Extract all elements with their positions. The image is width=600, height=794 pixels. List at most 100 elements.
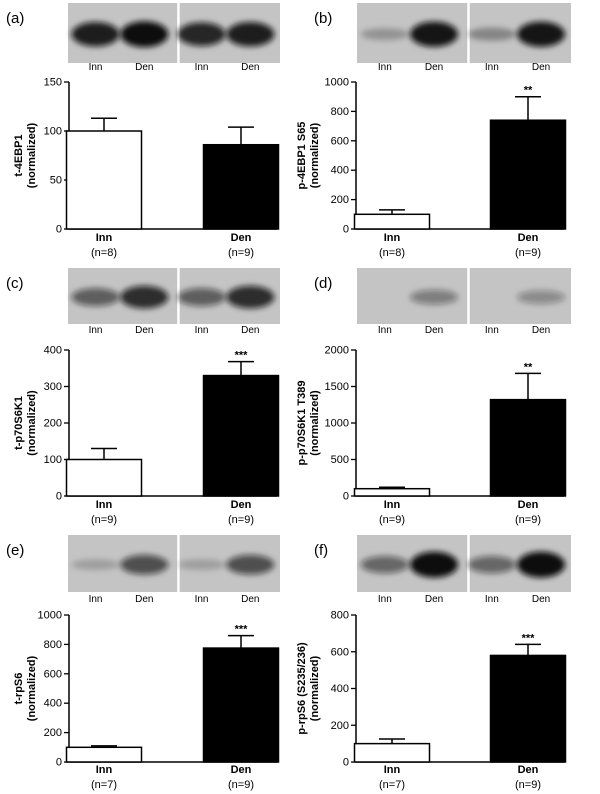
- blot-band: [177, 22, 226, 46]
- blot-band: [120, 21, 169, 48]
- blot-band: [467, 27, 516, 41]
- y-tick-label: 0: [56, 224, 62, 236]
- blot-lane-label: Inn: [195, 594, 209, 605]
- panel-label: (f): [314, 542, 328, 559]
- y-tick-label: 100: [44, 454, 62, 466]
- western-blot: [68, 268, 280, 324]
- x-category-label: Den: [518, 232, 539, 244]
- y-tick-label: 800: [331, 610, 349, 622]
- blot-band: [71, 559, 120, 571]
- y-tick-label: 600: [44, 668, 62, 680]
- sample-size-label: (n=9): [228, 514, 254, 526]
- x-category-label: Inn: [96, 764, 113, 776]
- panel-label: (d): [314, 275, 332, 292]
- sample-size-label: (n=9): [228, 247, 254, 259]
- blot-lane-label: Inn: [485, 62, 499, 73]
- western-blot: [357, 535, 571, 592]
- x-category-label: Den: [518, 764, 539, 776]
- significance-marker: **: [524, 85, 533, 97]
- bar-inn: [353, 742, 431, 763]
- y-tick-label: 0: [343, 224, 349, 236]
- blot-lane-label: Den: [425, 594, 443, 605]
- blot-lane-label: Den: [135, 325, 153, 336]
- sample-size-label: (n=9): [379, 514, 405, 526]
- panel-label: (b): [314, 10, 332, 27]
- blot-divider: [467, 268, 470, 324]
- y-tick-label: 1000: [325, 77, 349, 89]
- y-tick-label: 0: [343, 757, 349, 769]
- y-tick-label: 0: [343, 491, 349, 503]
- blot-band: [120, 285, 169, 309]
- blot-lane-label: Den: [241, 594, 259, 605]
- blot-band: [226, 554, 275, 575]
- y-tick-label: 0: [56, 491, 62, 503]
- y-tick-label: 100: [44, 126, 62, 138]
- x-category-label: Inn: [96, 232, 113, 244]
- significance-marker: ***: [235, 624, 249, 636]
- sample-size-label: (n=8): [379, 247, 405, 259]
- blot-band: [467, 556, 516, 574]
- panel-label: (a): [6, 10, 24, 27]
- y-tick-label: 600: [331, 646, 349, 658]
- x-category-label: Den: [231, 764, 252, 776]
- western-blot: [357, 3, 571, 63]
- blot-lane-label: Inn: [195, 62, 209, 73]
- blot-band: [360, 556, 409, 574]
- sample-size-label: (n=7): [91, 779, 117, 791]
- y-tick-label: 400: [331, 683, 349, 695]
- y-axis-label: p-4EBP1 S65: [296, 122, 308, 190]
- y-axis-unit-label: (normalized): [309, 655, 321, 721]
- blot-lane-label: Inn: [89, 325, 103, 336]
- significance-marker: ***: [235, 350, 249, 362]
- significance-marker: ***: [522, 632, 536, 644]
- y-axis-label: t-p70S6K1: [13, 396, 25, 450]
- panel-f: (f) Inn Den Inn Den 0 200 400 600 800 p-rpS6 (S235…: [296, 535, 571, 791]
- x-category-label: Den: [231, 499, 252, 511]
- y-tick-label: 2000: [325, 345, 349, 357]
- y-axis-label: p-rpS6 (S235/236): [296, 642, 308, 735]
- blot-band: [410, 21, 459, 47]
- bar-den: [202, 374, 280, 497]
- y-tick-label: 0: [56, 757, 62, 769]
- y-axis-label: p-p70S6K1 T389: [296, 381, 308, 466]
- panel-c: (c) Inn Den Inn Den 0 100 200 300 400 t-p70S6K1 (no…: [6, 268, 280, 526]
- x-category-label: Inn: [384, 499, 401, 511]
- y-tick-label: 300: [44, 381, 62, 393]
- blot-band: [410, 289, 459, 305]
- x-category-label: Den: [231, 232, 252, 244]
- blot-band: [517, 21, 566, 47]
- y-tick-label: 600: [331, 135, 349, 147]
- y-tick-label: 400: [44, 345, 62, 357]
- blot-band: [517, 290, 566, 304]
- y-axis-label: t-4EBP1: [13, 134, 25, 176]
- blot-lane-label: Den: [135, 594, 153, 605]
- x-category-label: Inn: [384, 764, 401, 776]
- blot-lane-label: Inn: [378, 594, 392, 605]
- blot-lane-label: Den: [241, 325, 259, 336]
- sample-size-label: (n=9): [515, 514, 541, 526]
- y-tick-label: 200: [44, 727, 62, 739]
- western-blot: [68, 535, 280, 592]
- blot-lane-label: Inn: [195, 325, 209, 336]
- bar-inn: [353, 213, 431, 230]
- y-axis-unit-label: (normalized): [309, 390, 321, 456]
- x-category-label: Den: [518, 499, 539, 511]
- bar-den: [489, 654, 567, 763]
- blot-band: [120, 554, 169, 575]
- bar-inn: [65, 130, 143, 230]
- blot-lane-label: Den: [425, 325, 443, 336]
- y-tick-label: 1000: [325, 418, 349, 430]
- bar-inn: [353, 487, 431, 497]
- blot-lane-label: Den: [425, 62, 443, 73]
- bar-den: [202, 143, 280, 230]
- y-tick-label: 400: [44, 698, 62, 710]
- blot-band: [226, 22, 275, 47]
- blot-lane-label: Inn: [485, 594, 499, 605]
- bar-inn: [65, 458, 143, 497]
- y-tick-label: 800: [44, 639, 62, 651]
- blot-lane-label: Den: [532, 594, 550, 605]
- significance-marker: **: [524, 361, 533, 373]
- sample-size-label: (n=9): [91, 514, 117, 526]
- bar-den: [489, 119, 567, 230]
